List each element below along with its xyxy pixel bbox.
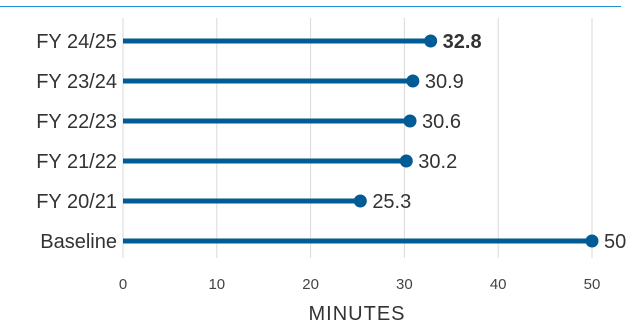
category-label-1: FY 23/24 bbox=[36, 71, 117, 93]
x-tick-label-3: 30 bbox=[396, 276, 413, 293]
row-5: Baseline 50 bbox=[40, 231, 626, 253]
x-tick-label-2: 20 bbox=[302, 276, 319, 293]
category-label-5: Baseline bbox=[40, 231, 117, 253]
category-label-2: FY 22/23 bbox=[36, 111, 117, 133]
category-label-3: FY 21/22 bbox=[36, 151, 117, 173]
lollipop-dot-0 bbox=[424, 34, 438, 48]
data-rows: FY 24/25 32.8FY 23/24 30.9FY 22/23 30.6FY 2… bbox=[36, 31, 626, 253]
x-axis-title: MINUTES bbox=[309, 303, 406, 325]
x-tick-label-4: 40 bbox=[490, 276, 507, 293]
lollipop-dot-3 bbox=[399, 154, 413, 168]
lollipop-dot-5 bbox=[585, 234, 599, 248]
value-label-5: 50 bbox=[604, 231, 626, 253]
row-4: FY 20/21 25.3 bbox=[36, 191, 411, 213]
category-label-0: FY 24/25 bbox=[36, 31, 117, 53]
grid-lines bbox=[122, 18, 593, 258]
value-label-3: 30.2 bbox=[418, 151, 457, 173]
x-tick-label-5: 50 bbox=[584, 276, 601, 293]
x-tick-label-1: 10 bbox=[208, 276, 225, 293]
value-label-1: 30.9 bbox=[425, 71, 464, 93]
row-1: FY 23/24 30.9 bbox=[36, 71, 464, 93]
value-label-2: 30.6 bbox=[422, 111, 461, 133]
value-label-4: 25.3 bbox=[372, 191, 411, 213]
x-tick-label-0: 0 bbox=[119, 276, 127, 293]
category-label-4: FY 20/21 bbox=[36, 191, 117, 213]
value-label-0: 32.8 bbox=[443, 31, 482, 53]
lollipop-dot-4 bbox=[353, 194, 367, 208]
row-3: FY 21/22 30.2 bbox=[36, 151, 457, 173]
lollipop-dot-2 bbox=[403, 114, 417, 128]
x-axis-ticks: 0 10 20 30 40 50 bbox=[119, 276, 601, 293]
row-2: FY 22/23 30.6 bbox=[36, 111, 461, 133]
lollipop-dot-1 bbox=[406, 74, 420, 88]
row-0: FY 24/25 32.8 bbox=[36, 31, 481, 53]
